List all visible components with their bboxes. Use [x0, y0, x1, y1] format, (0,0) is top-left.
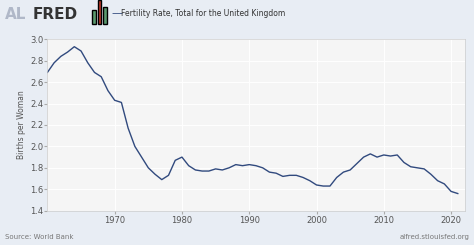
Text: Fertility Rate, Total for the United Kingdom: Fertility Rate, Total for the United Kin… — [121, 9, 285, 18]
Text: FRED: FRED — [32, 7, 77, 22]
Text: Source: World Bank: Source: World Bank — [5, 234, 73, 240]
Y-axis label: Births per Woman: Births per Woman — [17, 91, 26, 159]
Text: alfred.stlouisfed.org: alfred.stlouisfed.org — [400, 234, 469, 240]
Text: AL: AL — [5, 7, 26, 22]
Text: —: — — [111, 9, 122, 18]
